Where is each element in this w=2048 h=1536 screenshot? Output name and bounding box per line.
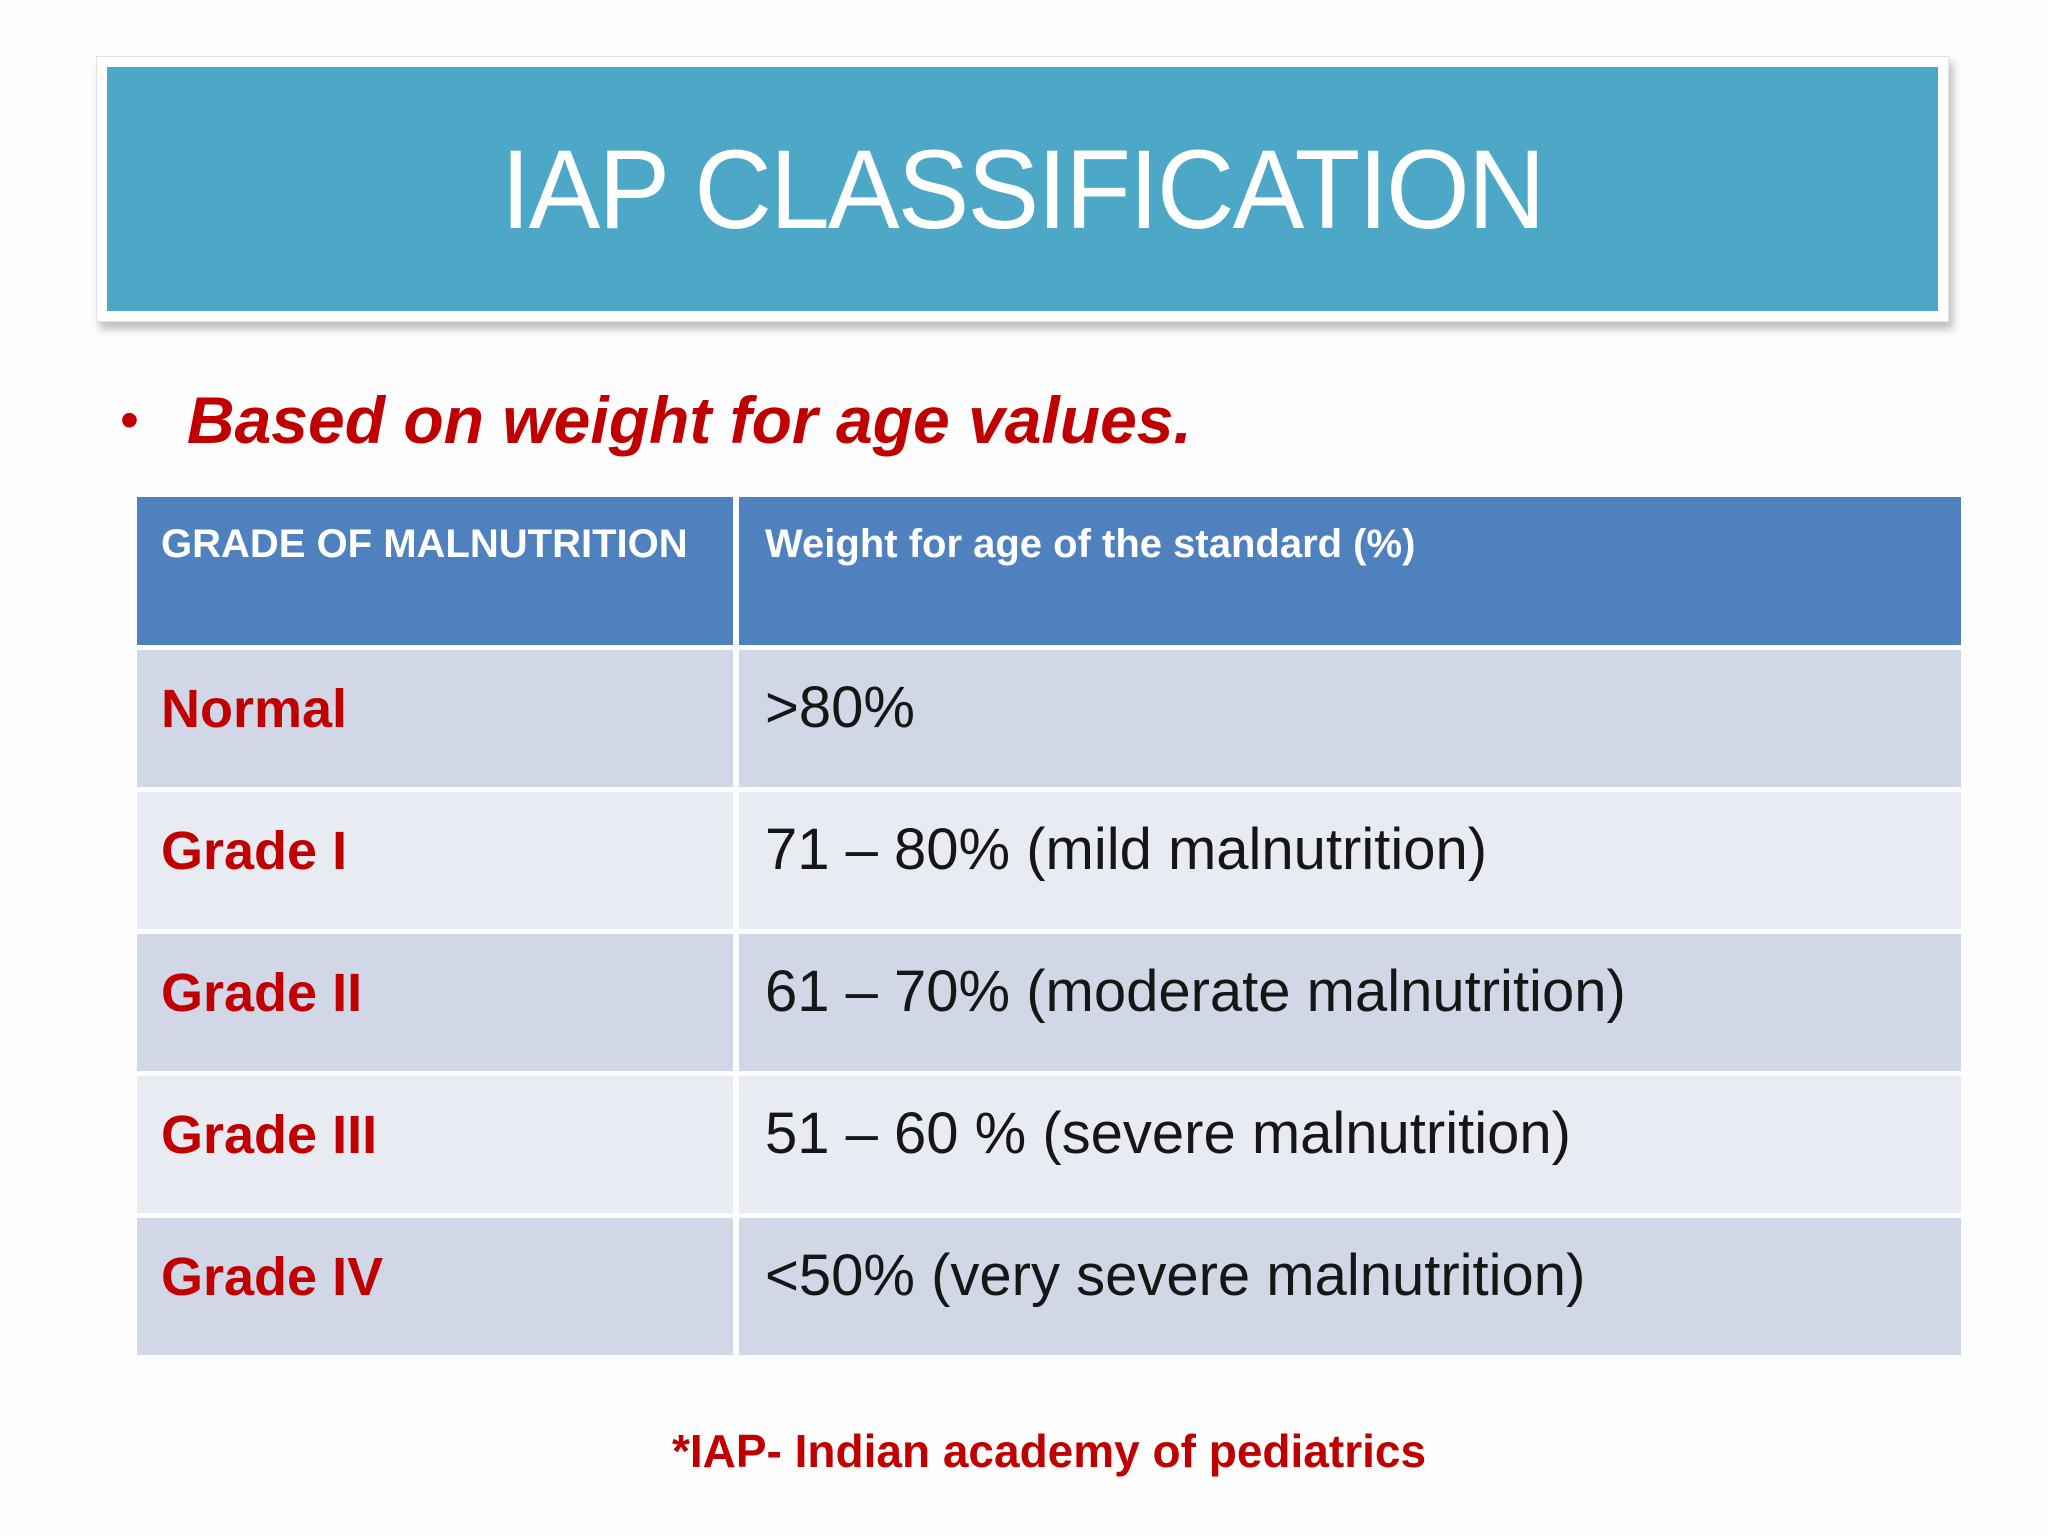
value-cell: 61 – 70% (moderate malnutrition) — [739, 934, 1961, 1071]
table-row: Grade III 51 – 60 % (severe malnutrition… — [137, 1076, 1961, 1213]
grade-label: Normal — [161, 679, 348, 739]
grade-value: <50% (very severe malnutrition) — [765, 1243, 1586, 1308]
grade-label: Grade III — [161, 1105, 378, 1165]
classification-table: GRADE OF MALNUTRITION Weight for age of … — [137, 497, 1961, 1360]
bullet-text: Based on weight for age values. — [186, 383, 1192, 457]
table-row: Grade I 71 – 80% (mild malnutrition) — [137, 792, 1961, 929]
bullet-line: • Based on weight for age values. — [120, 378, 1920, 462]
slide-title: IAP CLASSIFICATION — [501, 126, 1546, 252]
table-header-row: GRADE OF MALNUTRITION Weight for age of … — [137, 497, 1961, 645]
grade-label: Grade I — [161, 821, 348, 881]
value-cell: <50% (very severe malnutrition) — [739, 1218, 1961, 1355]
grade-cell: Grade I — [137, 792, 733, 929]
table-row: Grade II 61 – 70% (moderate malnutrition… — [137, 934, 1961, 1071]
grade-value: 71 – 80% (mild malnutrition) — [765, 817, 1488, 882]
header-label-weight: Weight for age of the standard (%) — [765, 522, 1416, 566]
bullet-icon: • — [120, 390, 139, 450]
header-label-grade: GRADE OF MALNUTRITION — [161, 522, 688, 566]
grade-cell: Normal — [137, 650, 733, 787]
table-row: Grade IV <50% (very severe malnutrition) — [137, 1218, 1961, 1355]
footnote: *IAP- Indian academy of pediatrics — [137, 1424, 1961, 1478]
header-cell-weight: Weight for age of the standard (%) — [739, 497, 1961, 645]
value-cell: >80% — [739, 650, 1961, 787]
grade-label: Grade IV — [161, 1247, 384, 1307]
grade-value: 61 – 70% (moderate malnutrition) — [765, 959, 1626, 1024]
footnote-text: *IAP- Indian academy of pediatrics — [671, 1425, 1427, 1477]
title-banner-fill: IAP CLASSIFICATION — [107, 67, 1938, 311]
value-cell: 51 – 60 % (severe malnutrition) — [739, 1076, 1961, 1213]
value-cell: 71 – 80% (mild malnutrition) — [739, 792, 1961, 929]
grade-label: Grade II — [161, 963, 363, 1023]
grade-cell: Grade III — [137, 1076, 733, 1213]
grade-cell: Grade II — [137, 934, 733, 1071]
grade-cell: Grade IV — [137, 1218, 733, 1355]
title-banner: IAP CLASSIFICATION — [96, 56, 1949, 322]
grade-value: >80% — [765, 675, 915, 740]
table-row: Normal >80% — [137, 650, 1961, 787]
grade-value: 51 – 60 % (severe malnutrition) — [765, 1101, 1571, 1166]
header-cell-grade: GRADE OF MALNUTRITION — [137, 497, 733, 645]
